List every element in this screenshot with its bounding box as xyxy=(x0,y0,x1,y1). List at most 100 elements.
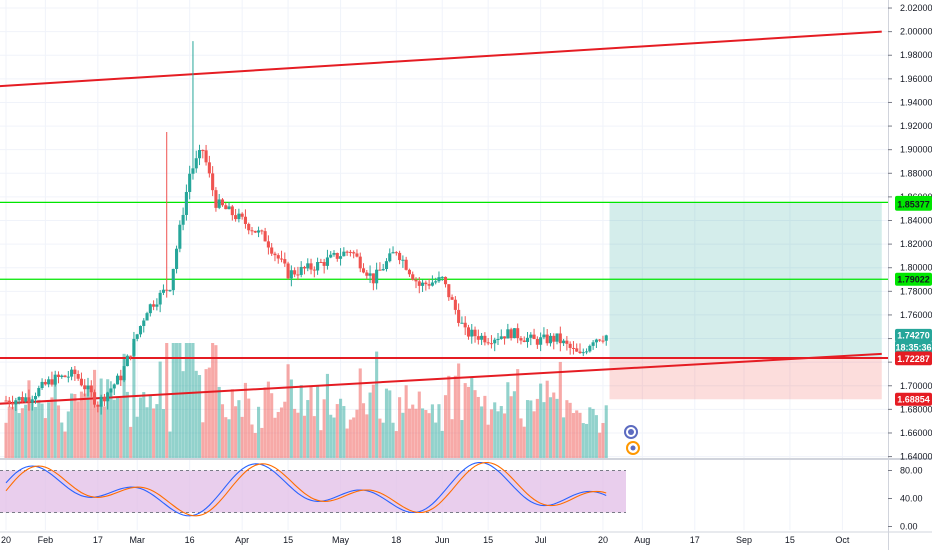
trend-line[interactable] xyxy=(0,352,882,405)
volume-bar xyxy=(60,422,64,458)
candle-body xyxy=(512,328,516,339)
candle-body xyxy=(66,376,70,378)
volume-bar xyxy=(450,419,454,458)
candle-body xyxy=(109,388,113,393)
price-tag xyxy=(895,328,932,342)
volume-bar xyxy=(63,431,67,458)
volume-bar xyxy=(293,408,297,458)
volume-bar xyxy=(325,373,329,458)
candle-body xyxy=(473,329,477,337)
volume-bar xyxy=(40,403,44,458)
chart-event-icons[interactable] xyxy=(624,425,640,455)
price-tick-label: 1.70000 xyxy=(900,381,932,391)
price-tick-label: 1.78000 xyxy=(900,286,932,296)
volume-bar xyxy=(122,353,126,458)
volume-bar xyxy=(512,391,516,458)
time-tick-label: Jul xyxy=(535,535,547,545)
time-tick-label: 18 xyxy=(391,535,401,545)
time-tick-label: 16 xyxy=(185,535,195,545)
candle-body xyxy=(276,255,280,259)
candle-body xyxy=(329,254,333,258)
candle-body xyxy=(388,253,392,262)
volume-bars xyxy=(4,343,608,458)
candle-body xyxy=(83,385,87,390)
candle-body xyxy=(361,268,366,273)
candle-body xyxy=(99,396,103,407)
candle-body xyxy=(437,277,441,282)
grid-lines xyxy=(0,0,888,530)
candle-body xyxy=(598,339,602,341)
candle-body xyxy=(476,336,480,340)
candle-body xyxy=(594,339,598,343)
volume-bar xyxy=(443,395,448,458)
long-position-tool[interactable] xyxy=(609,202,882,400)
volume-bar xyxy=(138,397,143,458)
candle-body xyxy=(384,261,389,270)
volume-bar xyxy=(211,343,215,458)
candle-body xyxy=(378,269,382,271)
volume-bar xyxy=(548,397,553,458)
volume-bar xyxy=(194,370,198,458)
candle-body xyxy=(273,253,277,256)
position-loss-zone[interactable] xyxy=(609,358,882,400)
volume-bar xyxy=(243,382,247,458)
oscillator-axis[interactable]: 80.00 40.00 0.00 xyxy=(888,466,923,532)
candle-body xyxy=(463,322,467,328)
candle-body xyxy=(417,281,421,286)
volume-bar xyxy=(302,415,307,458)
trend-line[interactable] xyxy=(0,30,882,88)
candle-body xyxy=(158,292,162,305)
candle-body xyxy=(247,223,251,231)
candle-body xyxy=(555,333,559,342)
candle-body xyxy=(565,340,569,344)
candle-body xyxy=(53,374,57,385)
candle-body xyxy=(227,206,231,210)
candle-body xyxy=(47,379,51,385)
candle-body xyxy=(368,273,372,276)
price-tag-label: 1.79022 xyxy=(897,274,930,284)
volume-bar xyxy=(53,379,57,458)
volume-bar xyxy=(440,430,444,458)
volume-bar xyxy=(525,400,530,458)
volume-bar xyxy=(506,382,510,458)
candle-body xyxy=(33,396,38,400)
volume-bar xyxy=(17,413,21,458)
volume-bar xyxy=(460,420,464,458)
candle-body xyxy=(171,268,175,291)
volume-bar xyxy=(398,397,402,458)
position-profit-zone[interactable] xyxy=(609,202,882,359)
candle-body xyxy=(522,340,526,342)
candle-body xyxy=(542,334,546,338)
time-tick-label: Oct xyxy=(835,535,850,545)
candle-body xyxy=(184,191,188,215)
candle-body xyxy=(14,400,18,405)
candle-body xyxy=(155,304,159,307)
candle-body xyxy=(201,150,205,152)
volume-bar xyxy=(532,411,536,458)
volume-bar xyxy=(135,416,139,458)
time-axis[interactable]: 20 Feb 17 Mar 16 Apr 15 May 18 Jun 15 Jul 20 Aug 17 Sep… xyxy=(1,535,850,545)
candle-body xyxy=(480,335,484,340)
candle-body xyxy=(152,304,156,307)
candle-body xyxy=(79,378,83,386)
volume-bar xyxy=(371,384,375,458)
volume-bar xyxy=(188,343,192,458)
candle-body xyxy=(129,355,133,357)
volume-bar xyxy=(581,423,585,458)
volume-bar xyxy=(591,408,595,458)
candle-body xyxy=(506,329,510,339)
volume-bar xyxy=(427,413,431,458)
candle-body xyxy=(516,328,520,339)
candle-body xyxy=(138,325,143,335)
volume-bar xyxy=(571,413,575,458)
candle-body xyxy=(588,345,592,352)
candle-body xyxy=(414,279,418,282)
trend-lines[interactable] xyxy=(0,30,882,405)
volume-bar xyxy=(519,418,523,458)
candle-body xyxy=(299,266,303,275)
volume-bar xyxy=(279,407,284,458)
candle-body xyxy=(243,216,247,224)
candle-body xyxy=(106,392,110,402)
volume-bar xyxy=(230,389,234,458)
